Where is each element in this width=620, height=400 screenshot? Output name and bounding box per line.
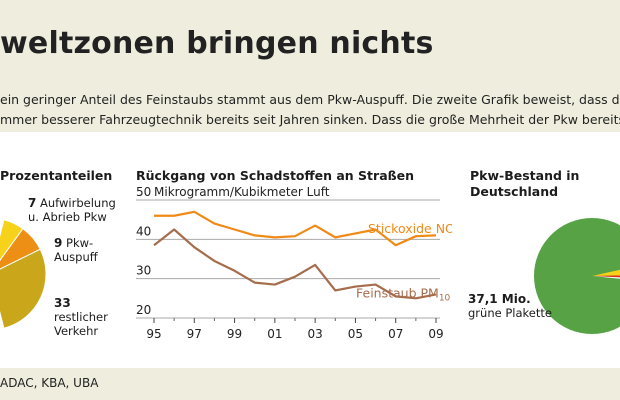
series-label-0: Stickoxide NO2	[368, 221, 452, 239]
fleet-pie-slice-green	[534, 218, 620, 334]
slice-label-verkehr-line1: restlicher	[54, 310, 108, 324]
fleet-pie-title-line1: Pkw-Bestand in	[470, 168, 580, 183]
slice-label-aufwirbelung-line2: u. Abrieb Pkw	[28, 210, 107, 224]
x-tick-label-09: 09	[428, 327, 443, 341]
line-chart-title: Rückgang von Schadstoffen an Straßen	[136, 168, 414, 183]
slice-value-verkehr: 33	[54, 296, 71, 310]
fleet-label-value: 37,1 Mio.	[468, 292, 531, 306]
intro-line-2: mmer besserer Fahrzeugtechnik bereits se…	[0, 112, 620, 127]
slice-label-verkehr-line2: Verkehr	[54, 324, 99, 338]
slice-label-auspuff-line1: Pkw-	[66, 236, 94, 250]
slice-value-aufwirbelung: 7	[28, 196, 37, 210]
y-tick-label-50: 50	[136, 186, 151, 199]
share-pie	[0, 219, 47, 329]
y-tick-label-20: 20	[136, 303, 151, 317]
source-note: ADAC, KBA, UBA	[0, 376, 99, 390]
slice-label-aufwirbelung-line1: Aufwirbelung	[40, 196, 116, 210]
intro-line-1: ein geringer Anteil des Feinstaubs stamm…	[0, 92, 620, 107]
x-tick-label-95: 95	[146, 327, 161, 341]
x-tick-label-05: 05	[348, 327, 363, 341]
x-tick-label-07: 07	[388, 327, 403, 341]
slice-label-verkehr: 33 restlicher Verkehr	[54, 296, 108, 338]
y-axis-unit-label: Mikrogramm/Kubikmeter Luft	[154, 186, 330, 199]
x-tick-label-03: 03	[308, 327, 323, 341]
page-title: weltzonen bringen nichts	[0, 26, 434, 61]
slice-label-auspuff: 9 Pkw- Auspuff	[54, 236, 98, 264]
share-pie-title: Prozentanteilen	[0, 168, 113, 183]
line-chart: 20 30 40 50 Mikrogramm/Kubikmeter Luft 95 97 99…	[136, 186, 452, 341]
series-label-1: Feinstaub PM10	[356, 285, 451, 303]
fleet-pie-slice-red	[592, 275, 620, 278]
series-line-0	[154, 210, 437, 247]
slice-label-aufwirbelung: 7 Aufwirbelung u. Abrieb Pkw	[28, 196, 116, 224]
chart-panel	[0, 132, 620, 368]
y-tick-label-40: 40	[136, 224, 151, 238]
x-tick-label-97: 97	[187, 327, 202, 341]
slice-label-auspuff-line2: Auspuff	[54, 250, 98, 264]
series-line-1	[153, 228, 437, 300]
slice-value-auspuff: 9	[54, 236, 63, 250]
fleet-pie-title-line2: Deutschland	[470, 184, 559, 199]
fleet-label: 37,1 Mio. grüne Plakette	[468, 292, 552, 320]
fleet-label-text: grüne Plakette	[468, 306, 552, 320]
x-tick-label-01: 01	[267, 327, 282, 341]
x-tick-label-99: 99	[227, 327, 242, 341]
share-pie-slice-2	[0, 248, 47, 329]
y-tick-label-30: 30	[136, 264, 151, 278]
fleet-pie	[534, 218, 620, 334]
